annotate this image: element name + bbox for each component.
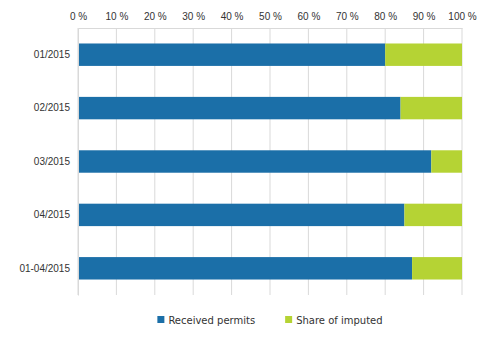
axis-line <box>78 29 79 296</box>
tick-label: 01-04/2015 <box>19 263 70 274</box>
tick-label: 02/2015 <box>34 102 71 113</box>
tick: 01-04/2015 <box>19 263 78 274</box>
tick-label: 0 % <box>70 11 87 22</box>
tick: 50 % <box>259 11 282 28</box>
legend-swatch <box>285 316 292 323</box>
bar <box>431 150 462 172</box>
tick-label: 100 % <box>448 11 476 22</box>
tick-label: 10 % <box>106 11 129 22</box>
series <box>385 43 462 279</box>
tick-label: 60 % <box>298 11 321 22</box>
tick-label: 04/2015 <box>34 209 71 220</box>
tick: 30 % <box>182 11 205 28</box>
tick-label: 70 % <box>336 11 359 22</box>
tick: 60 % <box>298 11 321 28</box>
axis-line <box>79 28 463 29</box>
bar <box>401 97 462 119</box>
bar <box>78 97 401 119</box>
tick-label: 20 % <box>144 11 167 22</box>
tick: 0 % <box>70 11 87 28</box>
tick: 100 % <box>448 11 476 28</box>
bar <box>412 257 462 279</box>
legend-swatch <box>157 316 164 323</box>
bar <box>78 43 385 65</box>
bar <box>78 204 404 226</box>
tick: 20 % <box>144 11 167 28</box>
bars <box>78 43 462 279</box>
bar <box>404 204 462 226</box>
tick-label: 01/2015 <box>34 49 71 60</box>
x-axis: 0 % 10 % 20 % 30 % 40 % 50 % 60 % 70 % 80 % 90 % 1… <box>70 11 477 29</box>
legend-item: Share of imputed <box>285 315 382 326</box>
y-axis: 01/2015 02/2015 03/2015 04/2015 01-04/2015 <box>19 29 78 296</box>
series <box>78 43 431 279</box>
tick-label: 40 % <box>221 11 244 22</box>
bar <box>78 150 431 172</box>
bar <box>385 43 462 65</box>
tick-label: 80 % <box>374 11 397 22</box>
tick-label: 03/2015 <box>34 156 71 167</box>
plot: 0 % 10 % 20 % 30 % 40 % 50 % 60 % 70 % 80 % 90 % 1… <box>19 11 476 296</box>
chart: 0 % 10 % 20 % 30 % 40 % 50 % 60 % 70 % 80 % 90 % 1… <box>0 0 491 340</box>
tick-label: 30 % <box>182 11 205 22</box>
tick: 70 % <box>336 11 359 28</box>
tick: 40 % <box>221 11 244 28</box>
tick-label: 90 % <box>413 11 436 22</box>
tick: 04/2015 <box>34 209 78 220</box>
legend-label: Received permits <box>168 315 255 326</box>
legend: Received permits Share of imputed <box>157 315 382 326</box>
tick: 10 % <box>106 11 129 28</box>
legend-item: Received permits <box>157 315 255 326</box>
tick: 80 % <box>374 11 397 28</box>
tick: 01/2015 <box>34 49 78 60</box>
tick: 03/2015 <box>34 156 78 167</box>
bar <box>78 257 412 279</box>
grid <box>78 28 462 295</box>
legend-label: Share of imputed <box>296 315 382 326</box>
tick-label: 50 % <box>259 11 282 22</box>
tick: 02/2015 <box>34 102 78 113</box>
tick: 90 % <box>413 11 436 28</box>
grid-line <box>78 28 79 295</box>
